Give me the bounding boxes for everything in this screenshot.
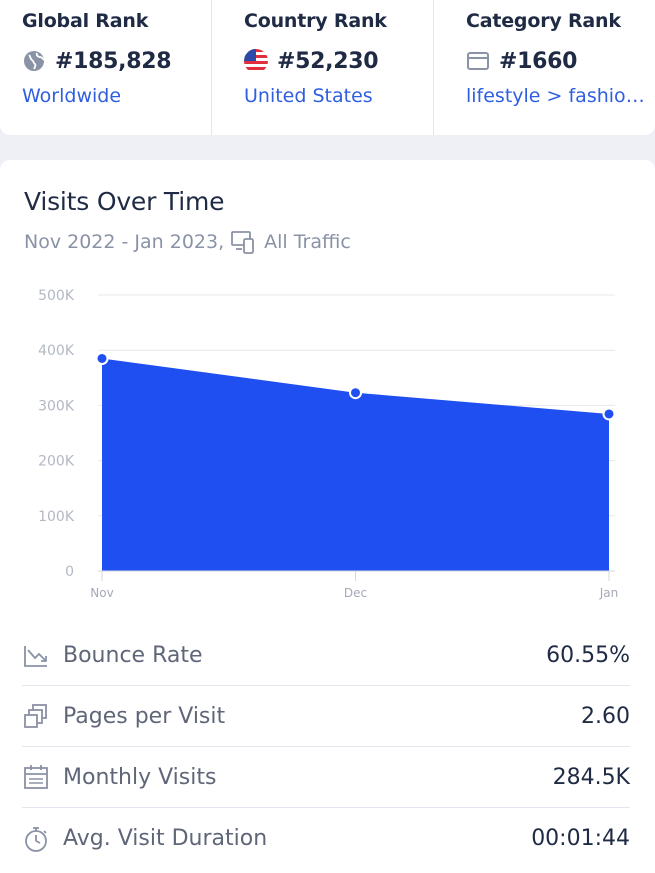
calendar-icon: [24, 765, 48, 789]
stopwatch-icon: [25, 826, 47, 852]
data-point: [602, 407, 616, 421]
metric-label: Avg. Visit Duration: [63, 826, 268, 851]
metric-value: 60.55%: [546, 642, 630, 668]
y-tick-label: 500K: [38, 288, 75, 304]
pages-icon: [24, 704, 47, 728]
metric-row: Avg. Visit Duration 00:01:44: [22, 808, 630, 869]
rank-card: Global Rank #185,828 Worldwide Country R…: [0, 0, 655, 135]
category-rank: Category Rank #1660 lifestyle > fashion…: [433, 0, 655, 135]
rank-title: Country Rank: [244, 10, 387, 32]
y-tick-label: 400K: [38, 343, 75, 359]
visits-area: [102, 358, 609, 571]
visits-title: Visits Over Time: [24, 187, 225, 216]
bounce-rate-icon: [24, 646, 47, 667]
rank-link[interactable]: Worldwide: [22, 85, 122, 107]
y-tick-label: 200K: [38, 454, 75, 470]
visits-card: Visits Over Time Nov 2022 - Jan 2023, Al…: [0, 160, 655, 873]
traffic-type[interactable]: All Traffic: [264, 231, 351, 253]
metric-label: Bounce Rate: [63, 642, 203, 668]
category-icon: [467, 52, 489, 70]
metric-value: 00:01:44: [531, 826, 630, 851]
rank-title: Global Rank: [22, 10, 149, 32]
metric-row: Pages per Visit 2.60: [22, 686, 630, 747]
rank-value: #185,828: [55, 48, 172, 74]
metric-value: 2.60: [581, 703, 630, 729]
x-tick-label: Dec: [344, 586, 367, 600]
metric-label: Pages per Visit: [63, 703, 226, 729]
rank-link[interactable]: lifestyle > fashion…: [466, 85, 651, 107]
rank-link[interactable]: United States: [244, 85, 373, 107]
rank-value: #52,230: [277, 48, 379, 74]
us-flag-icon: [244, 49, 268, 73]
globe-icon: [24, 51, 45, 71]
devices-icon: [231, 231, 255, 254]
metric-value: 284.5K: [552, 764, 630, 790]
x-tick-label: Nov: [90, 586, 113, 600]
rank-value: #1660: [499, 48, 578, 74]
metric-row: Monthly Visits 284.5K: [22, 747, 630, 808]
y-tick-label: 300K: [38, 398, 75, 414]
date-range: Nov 2022 - Jan 2023,: [24, 231, 225, 253]
visits-subtitle: Nov 2022 - Jan 2023, All Traffic: [24, 229, 351, 255]
global-rank: Global Rank #185,828 Worldwide: [0, 0, 211, 135]
data-point: [349, 386, 362, 400]
rank-title: Category Rank: [466, 10, 621, 32]
visits-chart: 0 100K 200K 300K 400K 500K Nov Dec Jan: [38, 288, 619, 600]
y-tick-label: 0: [65, 564, 74, 580]
metrics-list: Bounce Rate 60.55% Pages per Visit 2.60 …: [22, 625, 630, 869]
data-point: [95, 351, 109, 365]
y-tick-label: 100K: [38, 509, 75, 525]
metric-label: Monthly Visits: [63, 764, 217, 790]
x-tick-label: Jan: [599, 586, 619, 600]
metric-row: Bounce Rate 60.55%: [22, 625, 630, 686]
country-rank: Country Rank #52,230 United States: [211, 0, 433, 135]
